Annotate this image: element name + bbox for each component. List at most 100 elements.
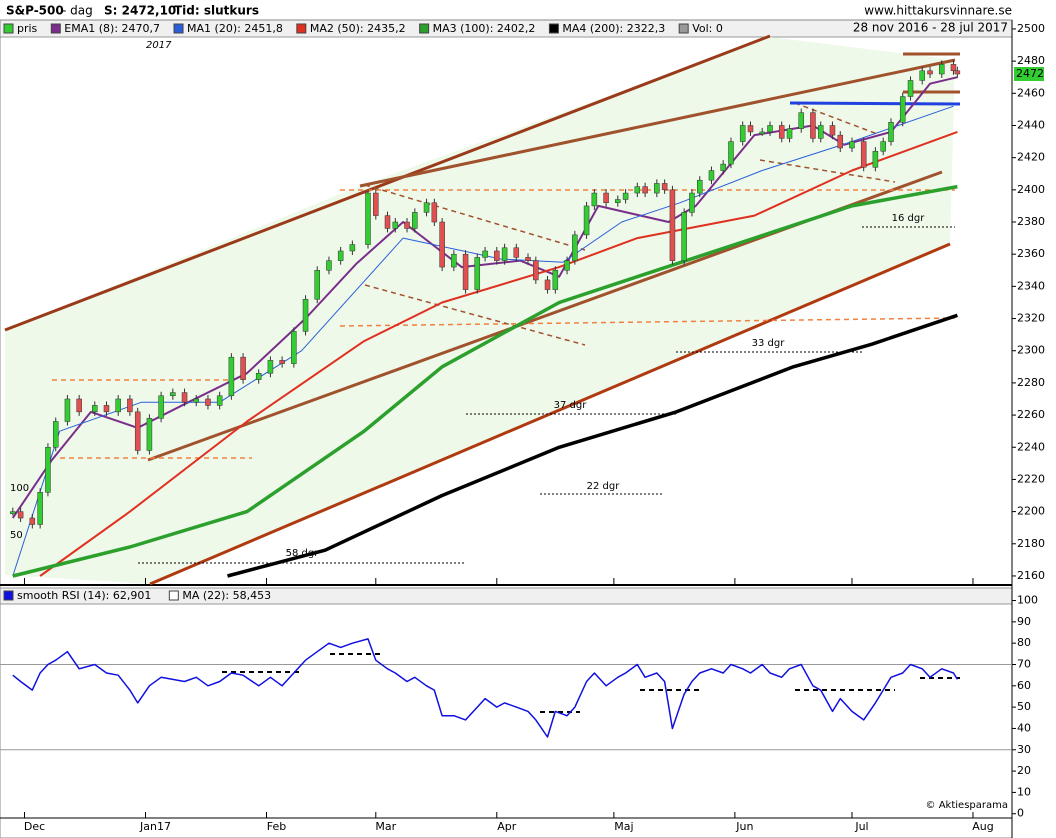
candle (205, 398, 211, 406)
legend-swatch (3, 23, 14, 34)
legend-label: MA3 (100): 2402,2 (433, 22, 536, 35)
x-tick-label: Jul (854, 820, 868, 833)
candle (158, 395, 164, 419)
series-line (11, 76, 958, 519)
legend-swatch (296, 23, 307, 34)
candle (708, 170, 715, 181)
y-tick-label: 60 (1017, 679, 1031, 692)
candle (134, 411, 141, 451)
candle (482, 250, 488, 258)
y-tick-label: 2220 (1017, 472, 1045, 485)
series-line (12, 638, 959, 738)
copyright: © Aktiesparama (926, 800, 1008, 811)
candle (552, 270, 559, 290)
y-tick-label: 2280 (1017, 376, 1045, 389)
candle (888, 122, 894, 142)
wedge-line (364, 184, 586, 251)
y-tick-label: 2340 (1017, 279, 1045, 292)
legend-label: pris (17, 22, 38, 35)
candle (103, 405, 110, 413)
x-tick-label: Feb (267, 820, 286, 833)
y-tick-label: 2160 (1017, 569, 1045, 582)
candle (860, 141, 867, 168)
period: - dag (62, 4, 93, 18)
candle (314, 270, 320, 300)
candle (384, 215, 391, 229)
candle (170, 392, 176, 397)
candle (591, 192, 598, 207)
candle (829, 125, 836, 136)
trendline (359, 58, 956, 188)
candle (267, 360, 274, 374)
y-tick-label: 2480 (1017, 54, 1045, 67)
year-label: 2017 (146, 40, 172, 51)
resistance-line (789, 101, 961, 106)
candle (634, 186, 641, 194)
candle (525, 257, 531, 261)
candle (404, 221, 410, 229)
x-tick-label: Dec (24, 820, 45, 833)
candle (817, 125, 824, 139)
candle (439, 221, 445, 268)
y-tick-label: 2180 (1017, 537, 1045, 550)
y-tick-label: 2400 (1017, 183, 1045, 196)
legend-swatch (173, 23, 184, 34)
y-tick-label: 2200 (1017, 505, 1045, 518)
candle (462, 253, 469, 290)
date-range: 28 nov 2016 - 28 jul 2017 (853, 21, 1008, 35)
y-tick-label: 2500 (1017, 22, 1045, 35)
candle (669, 189, 676, 261)
annotation: 37 dgr (554, 400, 588, 411)
x-tick-label: Jan17 (139, 820, 171, 833)
legend-label: smooth RSI (14): 62,901 (17, 589, 151, 602)
y-tick-label: 70 (1017, 657, 1031, 670)
y-tick-label: 20 (1017, 764, 1031, 777)
y-tick-label: 2240 (1017, 440, 1045, 453)
y-tick-label: 2300 (1017, 344, 1045, 357)
site: www.hittakursvinnare.se (864, 4, 1012, 18)
candle (849, 141, 855, 149)
y-tick-label: 50 (1017, 700, 1031, 713)
s-label: S: 2472,10 (104, 4, 176, 18)
annotation: 58 dgr (286, 548, 320, 559)
y-tick-label: 2320 (1017, 312, 1045, 325)
candle (64, 398, 71, 422)
legend-label: EMA1 (8): 2470,7 (64, 22, 160, 35)
x-tick-label: Maj (614, 820, 633, 833)
candle (642, 186, 648, 194)
scale-label: 100 (10, 483, 29, 494)
candle (92, 405, 98, 413)
candle (423, 202, 430, 213)
candle (747, 125, 754, 133)
y-tick-label: 40 (1017, 721, 1031, 734)
candle (622, 192, 629, 200)
candle (373, 192, 379, 216)
legend-swatch (168, 590, 179, 601)
candle (810, 112, 816, 139)
candle (697, 179, 703, 194)
series-line (12, 184, 958, 578)
candle (115, 398, 121, 413)
candle (564, 260, 570, 271)
candle (279, 360, 285, 364)
support-line (339, 317, 956, 327)
candle (365, 192, 371, 245)
x-tick-label: Mar (375, 820, 396, 833)
y-tick-label: 100 (1017, 594, 1038, 607)
y-tick-label: 2440 (1017, 118, 1045, 131)
candle (739, 125, 746, 142)
candle (759, 131, 765, 135)
annotation: 33 dgr (752, 338, 786, 349)
candle (907, 80, 914, 97)
candle (146, 418, 153, 451)
candle (337, 250, 344, 261)
legend-label: MA2 (50): 2435,2 (310, 22, 406, 35)
ticker: S&P-500 (6, 4, 64, 18)
candle (919, 70, 925, 81)
candle (513, 247, 520, 258)
candle (720, 163, 726, 171)
candle (412, 212, 418, 229)
candle (29, 517, 36, 525)
legend-swatch (419, 23, 430, 34)
